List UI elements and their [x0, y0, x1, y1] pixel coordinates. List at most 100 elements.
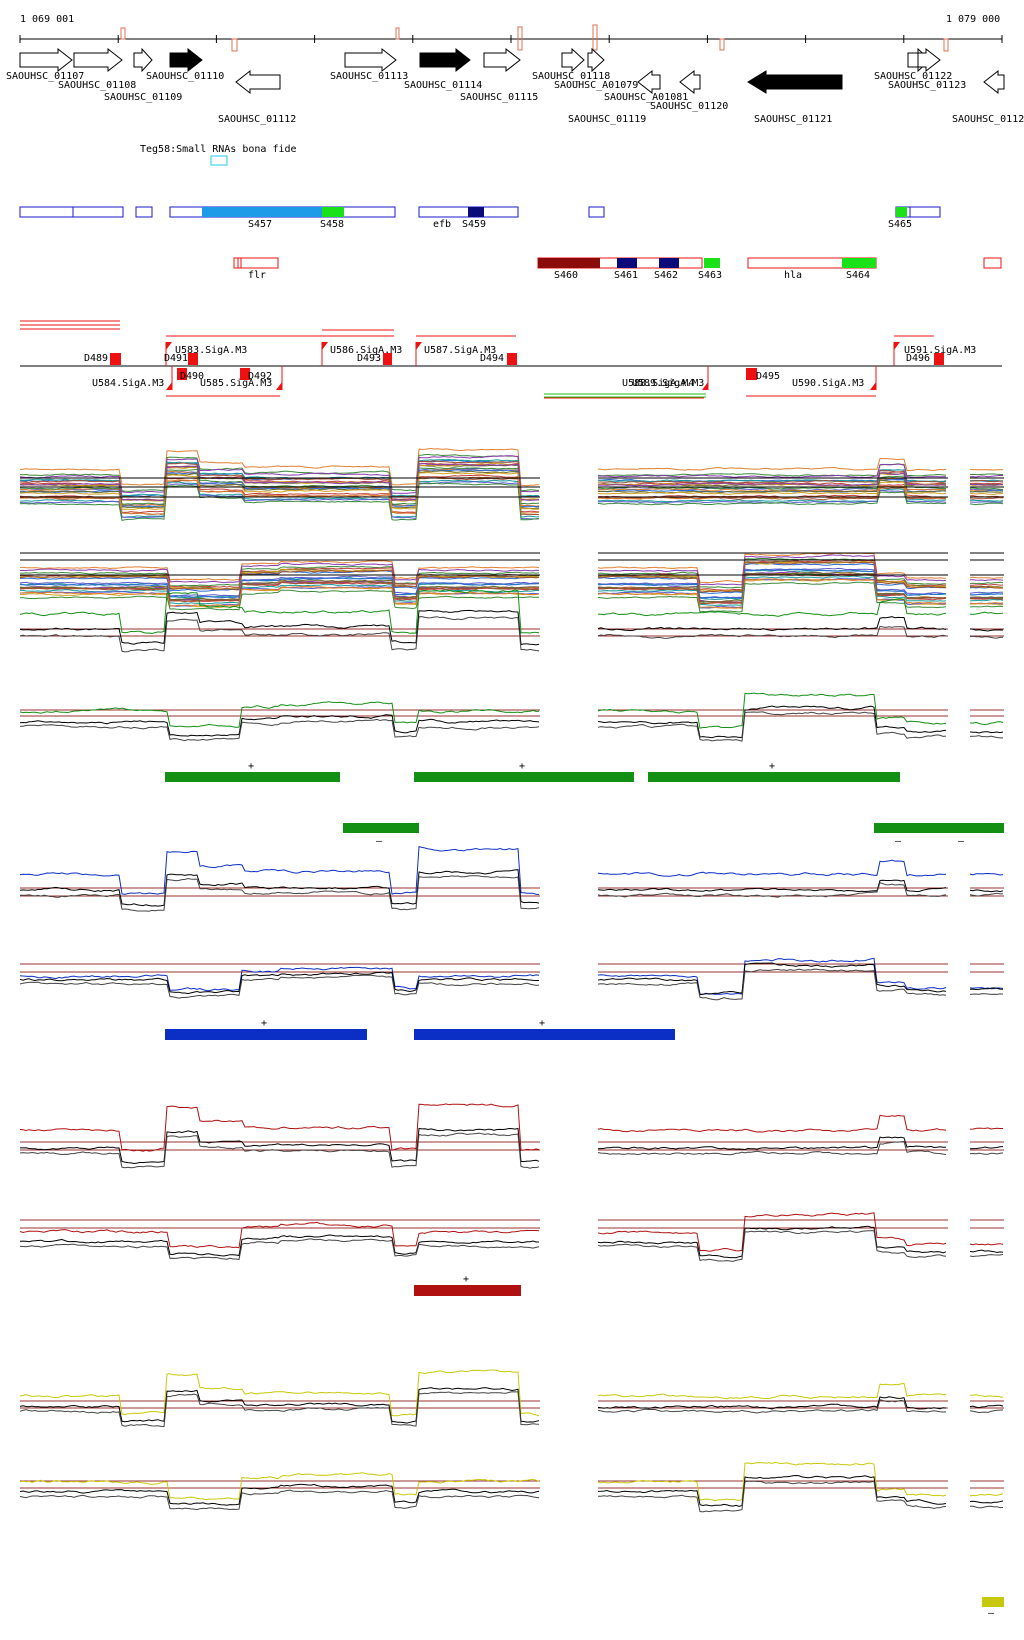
profile-trace	[597, 481, 947, 495]
gene-label: SAOUHSC_01119	[568, 114, 646, 125]
profile-trace	[970, 1505, 1004, 1509]
profile-trace	[19, 470, 540, 510]
profile-trace	[597, 491, 947, 506]
profile-trace	[969, 576, 1004, 579]
teg58-box	[210, 155, 228, 166]
profile-trace	[597, 692, 947, 729]
ruler-start-label: 1 069 001	[20, 14, 74, 25]
profile-trace	[969, 889, 1004, 893]
profile-trace	[597, 616, 947, 632]
profile-trace	[19, 869, 540, 907]
profile-trace	[597, 581, 947, 613]
profile-trace	[19, 1472, 540, 1501]
profile-trace	[597, 1382, 947, 1400]
gene-track: SAOUHSC_01107 SAOUHSC_01108 SAOUHSC_0110…	[6, 47, 1024, 125]
profile-trace	[19, 1391, 540, 1428]
profile-trace	[597, 705, 947, 739]
green-minus-bar	[874, 823, 1004, 833]
profile-trace	[19, 701, 540, 728]
feature-label: U583.SigA.M3	[175, 345, 247, 356]
profile-trace	[969, 497, 1003, 500]
profile-trace	[598, 598, 947, 617]
yellow-bar	[982, 1597, 1004, 1607]
feature-label: U587.SigA.M3	[424, 345, 496, 356]
profile-trace	[597, 552, 947, 584]
profile-trace	[19, 589, 539, 611]
gene-label: SAOUHSC_01115	[460, 92, 538, 103]
profile-trace	[969, 1146, 1004, 1150]
profile-trace	[19, 460, 540, 498]
blue-plus-bar	[165, 1029, 367, 1040]
profile-trace	[597, 1396, 947, 1410]
profile-trace	[19, 453, 540, 492]
profile-trace	[969, 731, 1004, 734]
profile-trace	[597, 554, 947, 586]
feature-label: U588.SigA.M4	[622, 378, 694, 389]
feature-label: D495	[756, 371, 780, 382]
strand-minus: –	[376, 836, 383, 847]
profile-trace	[597, 1114, 947, 1133]
profile-trace	[19, 1103, 540, 1152]
strand-plus: +	[261, 1018, 267, 1029]
profile-trace	[19, 1132, 540, 1169]
segment-label: S462	[654, 270, 678, 281]
profile-trace	[597, 1474, 947, 1507]
feature-label: D493	[357, 353, 381, 364]
ruler-end-label: 1 079 000	[946, 14, 1000, 25]
profile-trace	[20, 583, 539, 605]
profile-trace	[597, 561, 947, 593]
profile-trace	[597, 557, 947, 589]
profile-trace	[19, 714, 540, 737]
profile-trace	[969, 892, 1004, 897]
profile-trace	[19, 560, 540, 581]
profile-trace	[19, 971, 539, 995]
strand-plus: +	[539, 1018, 545, 1029]
ruler-marks	[120, 24, 949, 52]
profile-trace	[969, 628, 1004, 632]
profile-trace	[20, 577, 540, 599]
profile-trace	[19, 1387, 540, 1424]
profile-trace	[970, 579, 1004, 582]
profile-trace	[597, 567, 947, 599]
profile-trace	[597, 568, 947, 599]
feature-label: U589.SigA.M3	[632, 378, 704, 389]
profile-trace	[969, 483, 1004, 486]
profile-trace	[19, 845, 540, 895]
feature-label: U590.SigA.M3	[792, 378, 864, 389]
profile-trace	[19, 966, 540, 992]
profile-trace	[20, 568, 540, 590]
profile-trace	[969, 1394, 1004, 1398]
green-plus-bar	[414, 772, 634, 782]
feature-label: U586.SigA.M3	[330, 345, 402, 356]
profile-trace	[597, 457, 947, 472]
profile-trace	[597, 560, 947, 592]
feature-label: D494	[480, 353, 504, 364]
segment-label: efb	[433, 219, 451, 230]
profile-trace	[19, 875, 540, 912]
strand-minus: –	[958, 836, 965, 847]
profile-trace	[969, 605, 1004, 608]
green-plus-bar	[648, 772, 900, 782]
profile-trace	[969, 501, 1004, 503]
gene-label: SAOUHSC_0112	[952, 114, 1024, 125]
profile-trace	[969, 591, 1004, 594]
profile-trace	[969, 581, 1004, 585]
feature-label: U585.SigA.M3	[200, 378, 272, 389]
blue-plus-bar	[414, 1029, 675, 1040]
strand-plus: +	[248, 761, 254, 772]
profile-trace	[19, 1221, 540, 1249]
feature-label: D492	[248, 371, 272, 382]
profile-trace	[969, 1127, 1003, 1130]
profile-trace	[969, 602, 1004, 605]
profile-trace	[19, 1234, 539, 1257]
segment-label: S460	[554, 270, 578, 281]
profile-trace	[969, 721, 1004, 726]
red-plus-bar	[414, 1285, 521, 1296]
gene-label: SAOUHSC_01122	[874, 71, 952, 82]
strand-plus: +	[519, 761, 525, 772]
profile-trace	[969, 482, 1004, 485]
profile-trace	[969, 473, 1004, 476]
segment-label: S463	[698, 270, 722, 281]
profile-trace	[969, 611, 1004, 615]
gene-label: SAOUHSC_01118	[532, 71, 610, 82]
